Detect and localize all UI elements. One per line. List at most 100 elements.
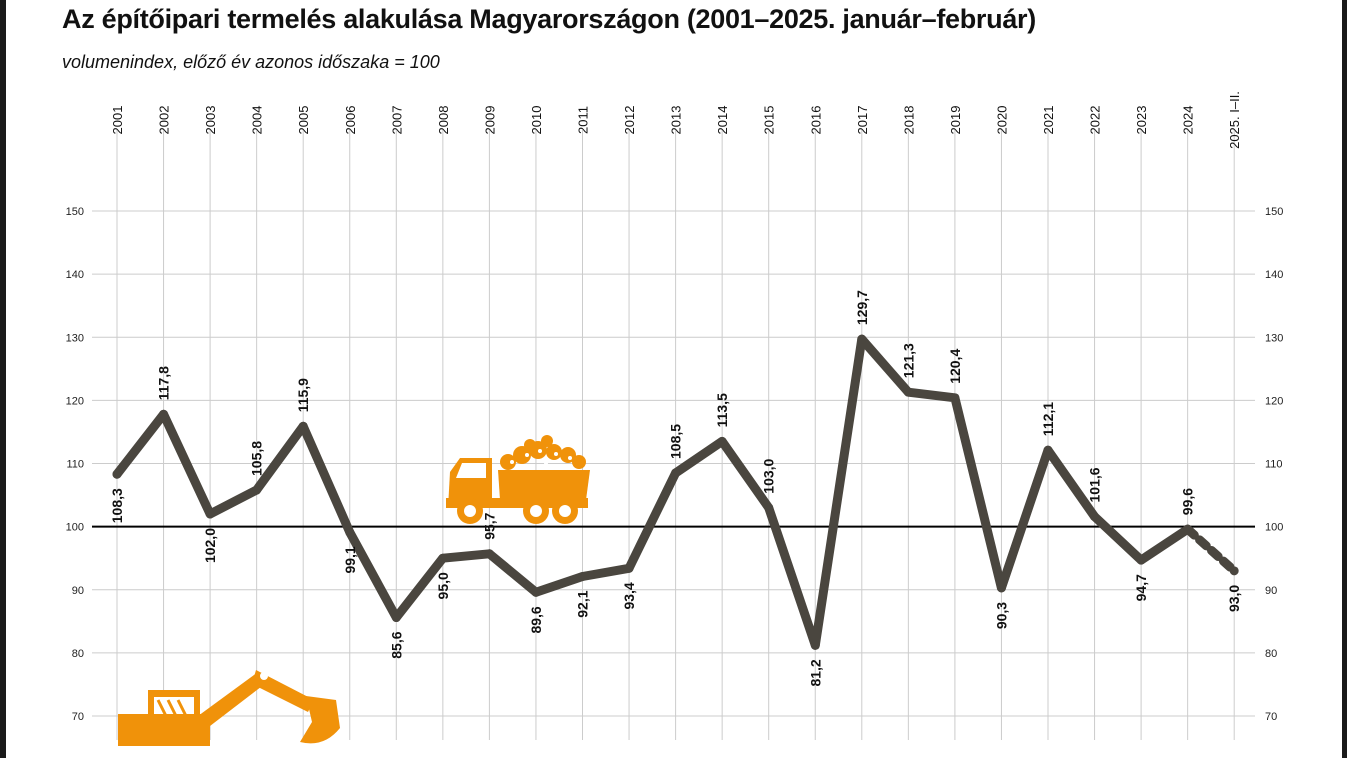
data-point: [1136, 555, 1146, 565]
data-label: 95,7: [481, 512, 497, 539]
data-label: 95,0: [435, 572, 451, 599]
data-label: 93,4: [621, 582, 637, 609]
year-label: 2007: [389, 106, 404, 135]
y-tick-label-right: 80: [1265, 648, 1277, 660]
y-tick-label-right: 120: [1265, 395, 1283, 407]
data-label: 81,2: [807, 659, 823, 686]
data-point: [1090, 512, 1100, 522]
year-label: 2006: [343, 106, 358, 135]
series-line-dashed-segment: [1183, 524, 1239, 576]
y-tick-label-left: 110: [66, 459, 84, 471]
data-label: 85,6: [388, 631, 404, 658]
year-label: 2016: [808, 106, 823, 135]
year-label: 2013: [669, 106, 684, 135]
data-point: [345, 527, 355, 537]
y-tick-label-left: 90: [72, 585, 84, 597]
series-line: [112, 334, 1193, 650]
year-labels: 2001 2002 2003 2004 2005 2006 2007 2008 2009 2010…: [110, 91, 1242, 149]
data-label: 121,3: [900, 343, 916, 378]
data-point: [484, 549, 494, 559]
data-label: 101,6: [1087, 467, 1103, 502]
year-label: 2021: [1041, 106, 1056, 135]
data-label: 89,6: [528, 606, 544, 633]
y-axis-labels: 70 70 80 80 90 90 100 100 110 110 120 120 130 130 140 1…: [66, 206, 1284, 723]
year-label: 2012: [622, 106, 637, 135]
data-label: 102,0: [202, 528, 218, 563]
year-label: 2014: [715, 106, 730, 135]
year-label: 2002: [157, 106, 172, 135]
data-point: [857, 334, 867, 344]
year-label: 2001: [110, 106, 125, 135]
data-point: [1229, 566, 1239, 576]
year-label: 2017: [855, 106, 870, 135]
y-tick-label-right: 100: [1265, 522, 1283, 534]
data-point: [1043, 445, 1053, 455]
y-tick-label-right: 130: [1265, 332, 1283, 344]
data-label: 115,9: [295, 378, 311, 412]
data-label: 120,4: [947, 349, 963, 384]
y-tick-label-left: 120: [66, 395, 84, 407]
data-point: [810, 640, 820, 650]
grid-layer: [92, 130, 1255, 740]
y-tick-label-right: 150: [1265, 206, 1283, 218]
year-label: 2010: [529, 106, 544, 135]
chart-subtitle: volumenindex, előző év azonos időszaka =…: [62, 52, 440, 72]
year-label: 2023: [1134, 106, 1149, 135]
year-label: 2022: [1088, 106, 1103, 135]
y-tick-label-right: 70: [1265, 711, 1277, 723]
data-point: [205, 509, 215, 519]
data-point: [950, 393, 960, 403]
data-label: 90,3: [993, 602, 1009, 629]
y-tick-label-left: 80: [72, 648, 84, 660]
data-point: [438, 553, 448, 563]
data-point: [531, 587, 541, 597]
chart-title: Az építőipari termelés alakulása Magyaro…: [62, 4, 1036, 34]
series-volumenindex: [112, 334, 1239, 650]
year-label: 2020: [994, 106, 1009, 135]
excavator-icon: [118, 670, 340, 746]
data-point: [112, 469, 122, 479]
data-point: [671, 468, 681, 478]
data-labels: 108,3 117,8 102,0 105,8 115,9 99,1 85,6 95,0 95,…: [109, 290, 1242, 687]
y-tick-label-right: 110: [1265, 459, 1283, 471]
data-point: [764, 503, 774, 513]
year-label: 2005: [296, 106, 311, 135]
y-tick-label-left: 100: [66, 522, 84, 534]
data-point: [252, 485, 262, 495]
data-point: [159, 409, 169, 419]
year-label: 2024: [1181, 106, 1196, 135]
data-label: 113,5: [714, 393, 730, 427]
year-label: 2008: [436, 106, 451, 135]
data-label: 108,5: [668, 424, 684, 459]
y-tick-label-left: 130: [66, 332, 84, 344]
y-tick-label-left: 70: [72, 711, 84, 723]
data-point: [903, 387, 913, 397]
data-label: 99,1: [342, 546, 358, 573]
year-label: 2004: [250, 106, 265, 135]
y-tick-label-left: 150: [66, 206, 84, 218]
data-point: [624, 563, 634, 573]
data-point: [391, 613, 401, 623]
year-label: 2011: [576, 106, 591, 134]
y-tick-label-left: 140: [66, 269, 84, 281]
data-label: 103,0: [761, 458, 777, 493]
data-point: [717, 436, 727, 446]
y-tick-label-right: 140: [1265, 269, 1283, 281]
data-point: [996, 583, 1006, 593]
year-label: 2015: [762, 106, 777, 135]
year-label: 2018: [901, 106, 916, 135]
data-label: 117,8: [156, 366, 172, 400]
data-point: [1183, 524, 1193, 534]
data-label: 99,6: [1180, 488, 1196, 515]
data-label: 94,7: [1133, 574, 1149, 601]
data-label: 112,1: [1040, 402, 1056, 436]
data-point: [298, 421, 308, 431]
data-label: 93,0: [1226, 585, 1242, 612]
data-point: [578, 571, 587, 581]
year-label: 2019: [948, 106, 963, 135]
data-label: 92,1: [575, 590, 591, 617]
data-label: 129,7: [854, 290, 870, 325]
data-label: 105,8: [249, 441, 265, 476]
dump-truck-icon: [446, 435, 590, 524]
